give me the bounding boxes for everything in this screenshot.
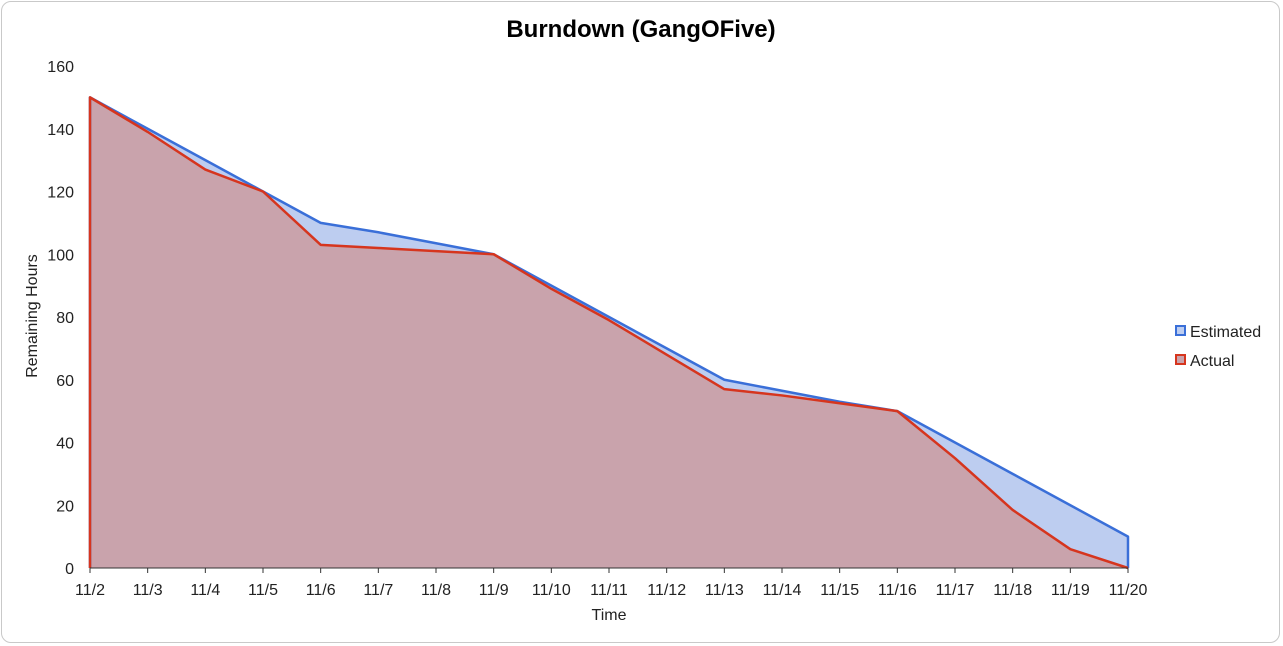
x-tick-label: 11/18 <box>993 582 1032 599</box>
y-axis-ticks: 0 20 40 60 80 100 120 140 160 <box>47 59 74 578</box>
y-tick-label: 80 <box>56 310 74 327</box>
x-tick-label: 11/14 <box>763 582 802 599</box>
y-tick-label: 160 <box>47 59 74 76</box>
series-line-actual <box>88 96 1129 570</box>
legend-swatch-estimated <box>1175 325 1186 336</box>
x-tick-label: 11/4 <box>190 582 220 599</box>
y-tick-label: 120 <box>47 185 74 202</box>
y-tick-label: 140 <box>47 122 74 139</box>
x-tick-label: 11/17 <box>936 582 975 599</box>
y-tick-label: 20 <box>56 498 74 515</box>
x-tick-label: 11/10 <box>532 582 571 599</box>
x-tick-label: 11/5 <box>248 582 278 599</box>
y-tick-label: 100 <box>47 247 74 264</box>
x-tick-label: 11/11 <box>590 582 628 599</box>
x-tick-label: 11/15 <box>820 582 859 599</box>
x-axis-ticks: 11/2 11/3 11/4 11/5 11/6 11/7 11/8 11/9 11/10 11/… <box>75 568 1148 599</box>
x-tick-label: 11/13 <box>705 582 744 599</box>
y-tick-label: 60 <box>56 373 74 390</box>
legend-label-estimated: Estimated <box>1190 324 1261 341</box>
x-tick-label: 11/3 <box>133 582 163 599</box>
legend-swatch-actual <box>1175 354 1186 365</box>
series-area-actual <box>90 97 1128 568</box>
chart-title: Burndown (GangOFive) <box>506 16 775 43</box>
x-tick-label: 11/8 <box>421 582 451 599</box>
legend-label-actual: Actual <box>1190 353 1234 370</box>
y-axis-label: Remaining Hours <box>24 254 41 378</box>
y-tick-label: 0 <box>65 561 74 578</box>
x-tick-label: 11/16 <box>878 582 917 599</box>
x-tick-label: 11/20 <box>1109 582 1148 599</box>
y-tick-label: 40 <box>56 436 74 453</box>
plot-area <box>88 96 1130 570</box>
x-tick-label: 11/9 <box>479 582 509 599</box>
x-axis-label: Time <box>592 607 627 624</box>
x-tick-label: 11/6 <box>306 582 336 599</box>
x-tick-label: 11/19 <box>1051 582 1090 599</box>
x-tick-label: 11/12 <box>647 582 686 599</box>
series-line-estimated <box>88 96 1130 568</box>
legend: Estimated Actual <box>1175 324 1261 370</box>
x-tick-label: 11/7 <box>363 582 393 599</box>
x-tick-label: 11/2 <box>75 582 105 599</box>
